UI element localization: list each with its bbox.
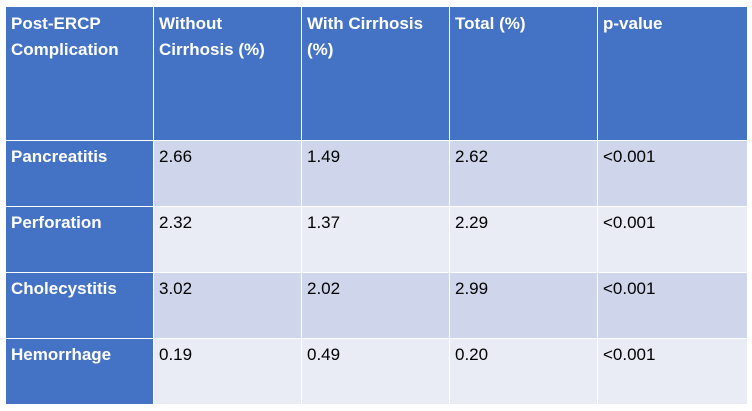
cell-without-cirrhosis: 3.02 [153,272,302,339]
cell-without-cirrhosis: 2.66 [153,140,302,207]
row-label: Hemorrhage [5,338,154,405]
cell-p-value: <0.001 [597,140,748,207]
cell-with-cirrhosis: 1.37 [301,206,450,273]
cell-with-cirrhosis: 2.02 [301,272,450,339]
cell-total: 2.29 [449,206,598,273]
header-p-value: p-value [597,6,748,141]
table-row: Pancreatitis 2.66 1.49 2.62 <0.001 [5,140,748,207]
header-complication: Post-ERCP Complication [5,6,154,141]
cell-p-value: <0.001 [597,206,748,273]
cell-total: 2.62 [449,140,598,207]
complications-table-container: Post-ERCP Complication Without Cirrhosis… [5,6,748,405]
row-label: Cholecystitis [5,272,154,339]
cell-with-cirrhosis: 0.49 [301,338,450,405]
cell-without-cirrhosis: 2.32 [153,206,302,273]
cell-total: 0.20 [449,338,598,405]
header-row: Post-ERCP Complication Without Cirrhosis… [5,6,748,141]
row-label: Pancreatitis [5,140,154,207]
header-total: Total (%) [449,6,598,141]
cell-without-cirrhosis: 0.19 [153,338,302,405]
header-without-cirrhosis: Without Cirrhosis (%) [153,6,302,141]
complications-table: Post-ERCP Complication Without Cirrhosis… [5,6,748,405]
row-label: Perforation [5,206,154,273]
table-row: Hemorrhage 0.19 0.49 0.20 <0.001 [5,338,748,405]
cell-p-value: <0.001 [597,338,748,405]
cell-with-cirrhosis: 1.49 [301,140,450,207]
cell-p-value: <0.001 [597,272,748,339]
cell-total: 2.99 [449,272,598,339]
table-row: Cholecystitis 3.02 2.02 2.99 <0.001 [5,272,748,339]
table-row: Perforation 2.32 1.37 2.29 <0.001 [5,206,748,273]
header-with-cirrhosis: With Cirrhosis (%) [301,6,450,141]
